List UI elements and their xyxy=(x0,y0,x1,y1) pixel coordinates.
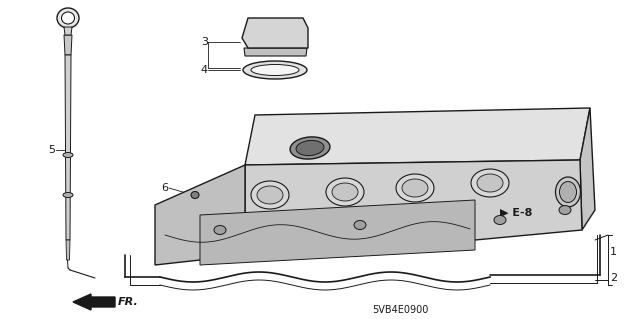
Ellipse shape xyxy=(251,181,289,209)
Polygon shape xyxy=(245,108,590,165)
Polygon shape xyxy=(245,160,582,245)
Text: 5: 5 xyxy=(48,145,55,155)
Text: 6: 6 xyxy=(161,183,168,193)
Polygon shape xyxy=(66,240,70,260)
Ellipse shape xyxy=(494,216,506,225)
Ellipse shape xyxy=(556,177,580,207)
Ellipse shape xyxy=(471,169,509,197)
Ellipse shape xyxy=(559,182,577,203)
Polygon shape xyxy=(580,108,595,230)
Ellipse shape xyxy=(243,61,307,79)
Text: 1: 1 xyxy=(610,247,617,257)
Ellipse shape xyxy=(191,191,199,198)
Ellipse shape xyxy=(57,8,79,28)
Text: FR.: FR. xyxy=(118,297,139,307)
Text: 5VB4E0900: 5VB4E0900 xyxy=(372,305,428,315)
Text: 2: 2 xyxy=(610,273,617,283)
Polygon shape xyxy=(65,55,71,240)
Polygon shape xyxy=(64,35,72,55)
Ellipse shape xyxy=(63,192,73,197)
Polygon shape xyxy=(155,165,245,265)
Ellipse shape xyxy=(477,174,503,192)
Ellipse shape xyxy=(63,152,73,158)
Text: 4: 4 xyxy=(201,65,208,75)
Ellipse shape xyxy=(354,220,366,229)
Ellipse shape xyxy=(61,12,74,24)
Text: ▶ E-8: ▶ E-8 xyxy=(500,208,532,218)
Ellipse shape xyxy=(214,226,226,234)
Polygon shape xyxy=(244,48,307,56)
Ellipse shape xyxy=(332,183,358,201)
Ellipse shape xyxy=(290,137,330,159)
Ellipse shape xyxy=(402,179,428,197)
Polygon shape xyxy=(200,200,475,265)
Polygon shape xyxy=(242,18,308,48)
FancyArrow shape xyxy=(73,294,115,310)
Ellipse shape xyxy=(326,178,364,206)
Ellipse shape xyxy=(396,174,434,202)
Ellipse shape xyxy=(251,64,299,76)
Text: 3: 3 xyxy=(201,37,208,47)
Polygon shape xyxy=(64,27,72,35)
Ellipse shape xyxy=(559,205,571,214)
Ellipse shape xyxy=(296,140,324,156)
Ellipse shape xyxy=(257,186,283,204)
